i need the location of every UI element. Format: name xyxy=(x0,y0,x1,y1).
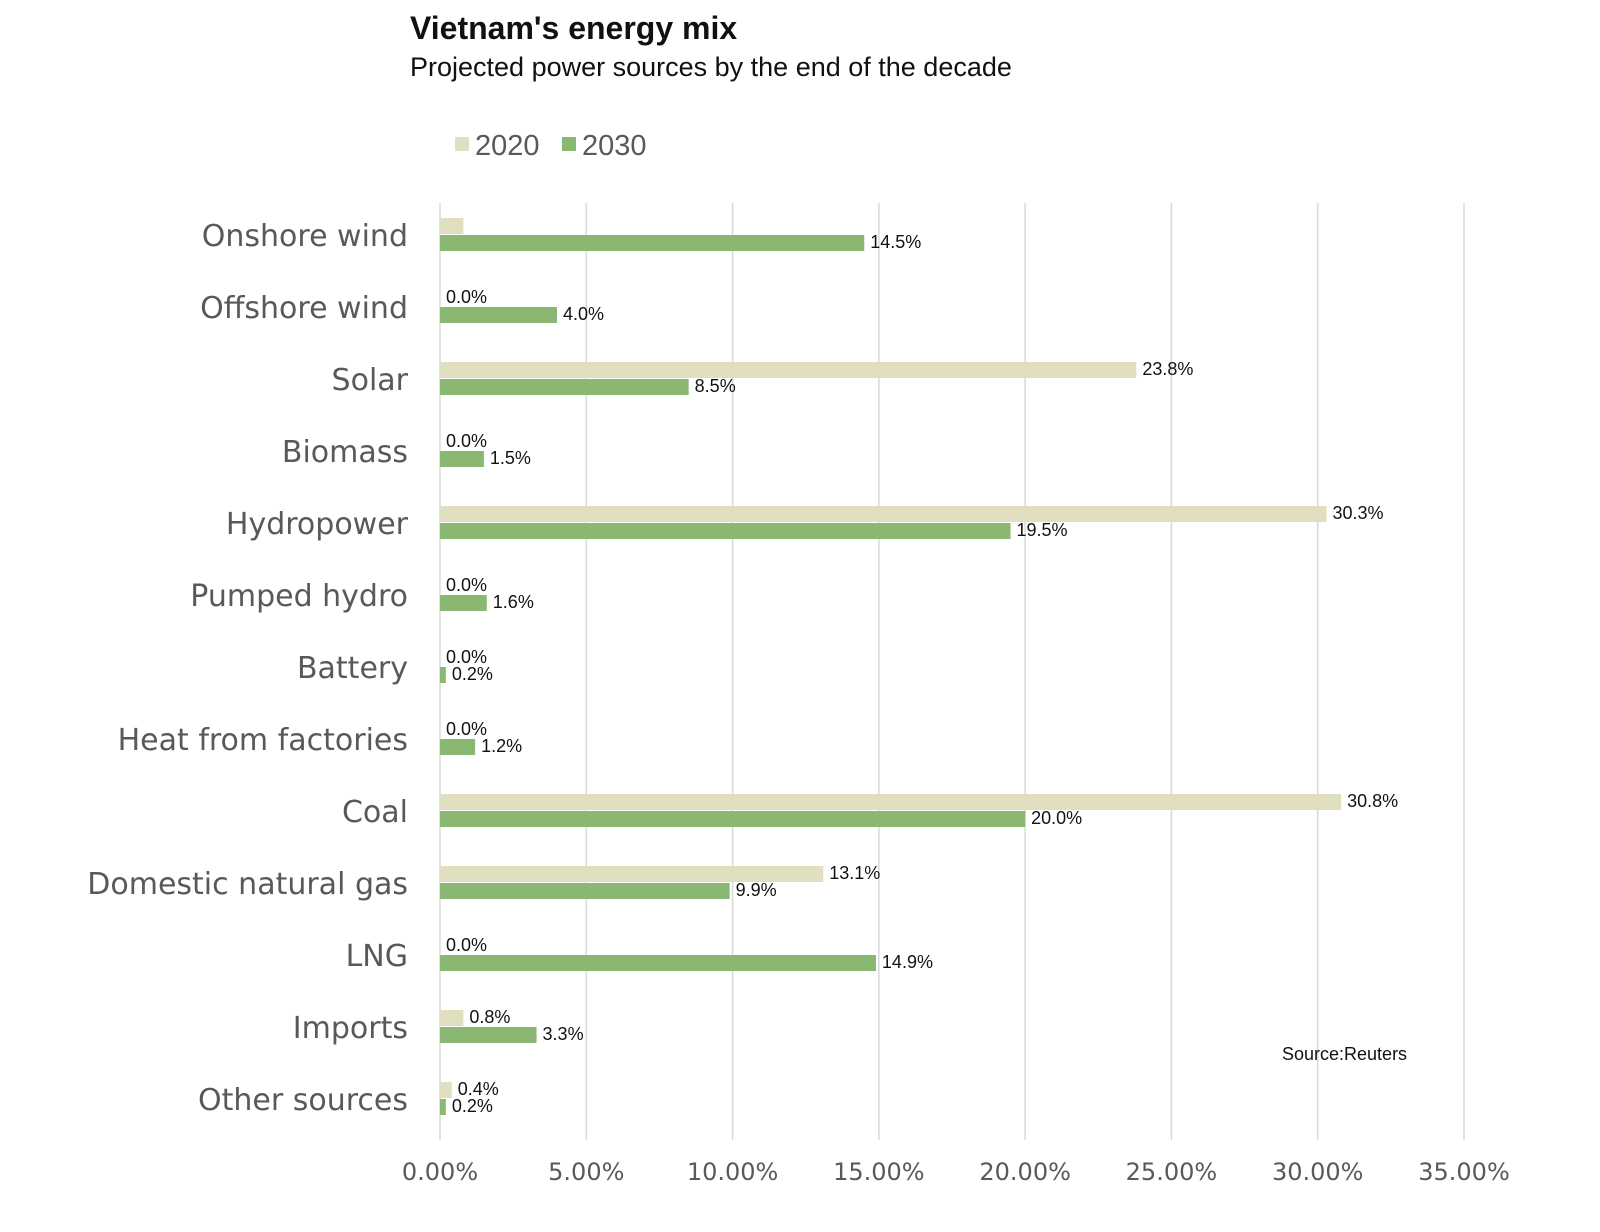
bar-2030 xyxy=(440,739,476,755)
source-note: Source:Reuters xyxy=(1282,1044,1408,1064)
bar-2030 xyxy=(440,379,689,395)
category-label: Solar xyxy=(332,363,409,398)
data-label-2020: 0.0% xyxy=(446,431,487,451)
x-tick-label: 5.00% xyxy=(548,1158,624,1186)
legend-label-2020: 2020 xyxy=(475,130,540,162)
bar-2030 xyxy=(440,1027,537,1043)
data-label-2030: 1.5% xyxy=(490,448,531,468)
category-label: LNG xyxy=(346,939,408,974)
x-tick-label: 20.00% xyxy=(979,1158,1071,1186)
category-label: Domestic natural gas xyxy=(87,867,408,902)
data-label-2020: 0.0% xyxy=(446,287,487,307)
category-label: Pumped hydro xyxy=(190,579,408,614)
category-label: Heat from factories xyxy=(118,723,408,758)
x-tick-label: 15.00% xyxy=(833,1158,925,1186)
data-label-2030: 14.5% xyxy=(870,232,921,252)
data-label-2030: 8.5% xyxy=(695,376,736,396)
data-label-2020: 0.4% xyxy=(458,1079,499,1099)
x-tick-label: 35.00% xyxy=(1418,1158,1510,1186)
bar-2030 xyxy=(440,523,1011,539)
category-label: Hydropower xyxy=(226,507,409,542)
data-label-2020: 13.1% xyxy=(829,863,880,883)
bar-2020 xyxy=(440,362,1137,378)
data-label-2020: 0.8% xyxy=(469,1007,510,1027)
data-label-2030: 1.2% xyxy=(481,736,522,756)
data-label-2020: 30.8% xyxy=(1347,791,1398,811)
bar-2030 xyxy=(440,955,876,971)
bar-2020 xyxy=(440,218,464,234)
bar-2030 xyxy=(440,595,487,611)
legend-swatch-2030 xyxy=(562,137,576,151)
legend-swatch-2020 xyxy=(455,137,469,151)
data-label-2030: 3.3% xyxy=(543,1024,584,1044)
data-label-2030: 0.2% xyxy=(452,1096,493,1116)
x-tick-label: 10.00% xyxy=(687,1158,779,1186)
x-tick-label: 25.00% xyxy=(1126,1158,1218,1186)
chart-subtitle: Projected power sources by the end of th… xyxy=(410,52,1012,82)
data-label-2030: 20.0% xyxy=(1031,808,1082,828)
bar-2020 xyxy=(440,1010,464,1026)
bar-2030 xyxy=(440,1099,446,1115)
category-label: Onshore wind xyxy=(202,219,408,254)
bar-2030 xyxy=(440,883,730,899)
chart-title: Vietnam's energy mix xyxy=(410,10,738,46)
category-label: Imports xyxy=(293,1011,408,1046)
category-label: Other sources xyxy=(198,1083,408,1118)
bar-2030 xyxy=(440,811,1026,827)
category-label: Coal xyxy=(342,795,408,830)
data-label-2020: 0.0% xyxy=(446,575,487,595)
bar-2020 xyxy=(440,1082,452,1098)
data-label-2030: 4.0% xyxy=(563,304,604,324)
data-label-2030: 14.9% xyxy=(882,952,933,972)
data-label-2030: 9.9% xyxy=(736,880,777,900)
bar-2020 xyxy=(440,866,824,882)
bar-2030 xyxy=(440,307,558,323)
category-label: Offshore wind xyxy=(200,291,408,326)
x-tick-label: 0.00% xyxy=(402,1158,478,1186)
bar-2030 xyxy=(440,667,446,683)
data-label-2020: 30.3% xyxy=(1332,503,1383,523)
data-label-2020: 0.0% xyxy=(446,647,487,667)
data-label-2020: 23.8% xyxy=(1142,359,1193,379)
bar-2030 xyxy=(440,451,484,467)
category-label: Biomass xyxy=(282,435,408,470)
legend-label-2030: 2030 xyxy=(582,130,647,162)
data-label-2020: 0.0% xyxy=(446,719,487,739)
x-tick-label: 30.00% xyxy=(1272,1158,1364,1186)
category-label: Battery xyxy=(297,651,408,686)
data-label-2030: 19.5% xyxy=(1017,520,1068,540)
bar-2030 xyxy=(440,235,865,251)
data-label-2020: 0.0% xyxy=(446,935,487,955)
bar-2020 xyxy=(440,506,1327,522)
data-label-2030: 1.6% xyxy=(493,592,534,612)
data-label-2030: 0.2% xyxy=(452,664,493,684)
bar-2020 xyxy=(440,794,1342,810)
